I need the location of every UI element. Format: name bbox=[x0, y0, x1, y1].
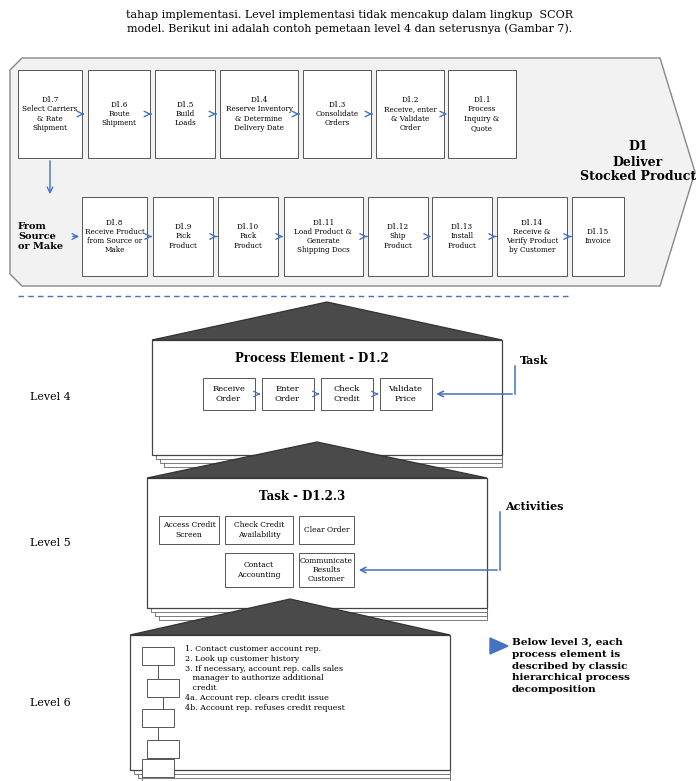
Bar bbox=[159, 490, 487, 620]
Text: D1.13
Install
Product: D1.13 Install Product bbox=[447, 223, 477, 250]
Bar bbox=[147, 740, 179, 758]
Text: tahap implementasi. Level implementasi tidak mencakup dalam lingkup  SCOR
model.: tahap implementasi. Level implementasi t… bbox=[127, 10, 573, 34]
Polygon shape bbox=[130, 599, 450, 635]
Text: Validate
Price: Validate Price bbox=[389, 385, 422, 402]
Bar bbox=[151, 482, 487, 612]
Bar bbox=[134, 639, 450, 774]
Bar bbox=[153, 197, 213, 276]
Text: Level 4: Level 4 bbox=[30, 393, 71, 402]
Text: D1.3
Consolidate
Orders: D1.3 Consolidate Orders bbox=[315, 101, 359, 127]
Polygon shape bbox=[164, 326, 502, 352]
Bar bbox=[303, 70, 371, 158]
Text: Level 6: Level 6 bbox=[30, 697, 71, 708]
Bar bbox=[225, 516, 293, 544]
Bar bbox=[368, 197, 428, 276]
Text: D1.5
Build
Loads: D1.5 Build Loads bbox=[174, 101, 196, 127]
Bar bbox=[155, 70, 215, 158]
Text: D1
Deliver
Stocked Product: D1 Deliver Stocked Product bbox=[580, 141, 696, 184]
Bar bbox=[88, 70, 150, 158]
Bar bbox=[218, 197, 278, 276]
Text: Communicate
Results
Customer: Communicate Results Customer bbox=[300, 557, 353, 583]
Bar bbox=[299, 553, 354, 587]
Text: Check Credit
Availability: Check Credit Availability bbox=[233, 522, 284, 539]
Text: Task - D1.2.3: Task - D1.2.3 bbox=[259, 490, 345, 502]
Text: Below level 3, each
process element is
described by classic
hierarchical process: Below level 3, each process element is d… bbox=[512, 638, 630, 694]
Text: From
Source
or Make: From Source or Make bbox=[18, 222, 63, 251]
Text: D1.15
Invoice: D1.15 Invoice bbox=[584, 228, 612, 245]
Text: Receive
Order: Receive Order bbox=[212, 385, 245, 402]
Text: D1.8
Receive Product
from Source or
Make: D1.8 Receive Product from Source or Make bbox=[85, 219, 145, 255]
Polygon shape bbox=[147, 442, 487, 478]
Polygon shape bbox=[155, 458, 487, 486]
Text: Access Credit
Screen: Access Credit Screen bbox=[163, 522, 215, 539]
Polygon shape bbox=[490, 638, 508, 654]
Bar bbox=[156, 344, 502, 459]
Polygon shape bbox=[156, 310, 502, 344]
Text: Clear Order: Clear Order bbox=[304, 526, 350, 534]
Text: Check
Credit: Check Credit bbox=[333, 385, 360, 402]
Text: D1.10
Pack
Product: D1.10 Pack Product bbox=[233, 223, 262, 250]
Text: D1.9
Pick
Product: D1.9 Pick Product bbox=[168, 223, 197, 250]
Polygon shape bbox=[152, 302, 502, 340]
Bar bbox=[376, 70, 444, 158]
Text: Activities: Activities bbox=[505, 501, 563, 512]
Bar bbox=[147, 478, 487, 608]
Text: D1.12
Ship
Product: D1.12 Ship Product bbox=[384, 223, 412, 250]
Text: D1.11
Load Product &
Generate
Shipping Docs: D1.11 Load Product & Generate Shipping D… bbox=[294, 219, 352, 255]
Bar bbox=[261, 378, 313, 410]
Bar bbox=[299, 516, 354, 544]
Bar bbox=[142, 647, 174, 665]
Bar bbox=[432, 197, 492, 276]
Bar bbox=[82, 197, 147, 276]
Text: D1.7
Select Carriers
& Rate
Shipment: D1.7 Select Carriers & Rate Shipment bbox=[22, 96, 78, 132]
Bar bbox=[203, 378, 254, 410]
Bar bbox=[164, 352, 502, 467]
Text: D1.1
Process
Inquiry &
Quote: D1.1 Process Inquiry & Quote bbox=[464, 96, 500, 132]
Polygon shape bbox=[142, 623, 450, 647]
Bar bbox=[152, 340, 502, 455]
Bar bbox=[130, 635, 450, 770]
Bar bbox=[284, 197, 363, 276]
Text: D1.2
Receive, enter
& Validate
Order: D1.2 Receive, enter & Validate Order bbox=[384, 96, 436, 132]
Bar bbox=[220, 70, 298, 158]
Text: Contact
Accounting: Contact Accounting bbox=[237, 562, 281, 579]
Text: 1. Contact customer account rep.
2. Look up customer history
3. If necessary, ac: 1. Contact customer account rep. 2. Look… bbox=[185, 645, 345, 711]
Text: Level 5: Level 5 bbox=[30, 538, 71, 548]
Polygon shape bbox=[159, 466, 487, 490]
Bar bbox=[380, 378, 431, 410]
Bar bbox=[138, 643, 450, 778]
Text: Process Element - D1.2: Process Element - D1.2 bbox=[235, 351, 389, 365]
Polygon shape bbox=[160, 318, 502, 348]
Text: Enter
Order: Enter Order bbox=[275, 385, 300, 402]
Text: D1.6
Route
Shipment: D1.6 Route Shipment bbox=[101, 101, 136, 127]
Text: D1.14
Receive &
Verify Product
by Customer: D1.14 Receive & Verify Product by Custom… bbox=[506, 219, 559, 255]
Polygon shape bbox=[138, 615, 450, 643]
Bar bbox=[572, 197, 624, 276]
Bar bbox=[142, 759, 174, 777]
Polygon shape bbox=[10, 58, 695, 286]
Bar bbox=[155, 486, 487, 616]
Bar bbox=[142, 709, 174, 727]
Bar bbox=[147, 679, 179, 697]
Bar bbox=[160, 348, 502, 463]
Bar bbox=[497, 197, 567, 276]
Text: Task: Task bbox=[520, 355, 549, 366]
Polygon shape bbox=[151, 450, 487, 482]
Bar bbox=[225, 553, 293, 587]
Bar bbox=[448, 70, 516, 158]
Text: D1.4
Reserve Inventory
& Determine
Delivery Date: D1.4 Reserve Inventory & Determine Deliv… bbox=[226, 96, 292, 132]
Bar bbox=[142, 647, 450, 781]
Bar bbox=[159, 516, 219, 544]
Bar bbox=[321, 378, 373, 410]
Polygon shape bbox=[134, 607, 450, 639]
Bar bbox=[18, 70, 82, 158]
